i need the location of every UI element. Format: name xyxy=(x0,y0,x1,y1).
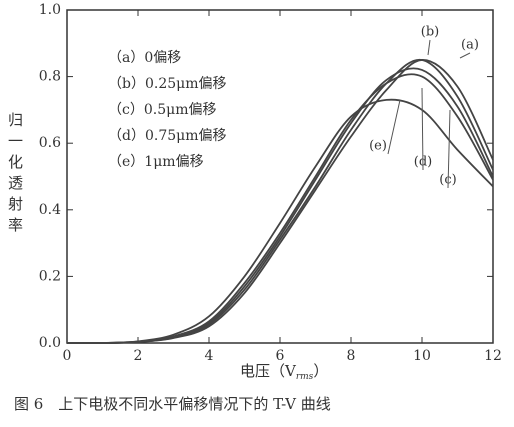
y-tick-label: 0.0 xyxy=(39,335,61,351)
x-tick-label: 10 xyxy=(413,348,431,364)
leader-line xyxy=(447,109,451,189)
y-tick-label: 0.2 xyxy=(39,268,61,284)
curve-label: (b) xyxy=(421,25,439,40)
x-tick-label: 0 xyxy=(63,348,72,364)
y-tick-label: 0.4 xyxy=(39,202,61,218)
y-axis-label: 归一化透射率 xyxy=(6,112,24,238)
leader-line xyxy=(459,52,471,59)
x-label-main: 电压（V xyxy=(240,362,297,380)
caption: 图 6 上下电极不同水平偏移情况下的 T-V 曲线 xyxy=(14,395,331,413)
y-tick-label: 0.8 xyxy=(39,69,61,85)
leader-line xyxy=(427,39,431,56)
y-tick-label: 0.6 xyxy=(39,135,61,151)
legend-entry: （b）0.25μm偏移 xyxy=(108,76,227,92)
x-tick-label: 2 xyxy=(134,348,143,364)
legend-entry: （a）0偏移 xyxy=(108,50,181,66)
x-tick-label: 6 xyxy=(276,348,285,364)
x-tick-label: 4 xyxy=(205,348,214,364)
legend-entry: （c）0.5μm偏移 xyxy=(108,102,216,118)
x-axis-label: 电压（Vrms） xyxy=(240,362,328,382)
curve-label: (a) xyxy=(461,38,479,53)
legend-entry: （d）0.75μm偏移 xyxy=(108,128,227,144)
x-tick-label: 8 xyxy=(347,348,356,364)
x-tick-label: 12 xyxy=(484,348,502,364)
legend-entry: （e）1μm偏移 xyxy=(108,154,204,170)
leader-line xyxy=(387,99,401,155)
x-label-end: ） xyxy=(313,362,328,380)
curve-label: (e) xyxy=(369,139,387,154)
y-tick-label: 1.0 xyxy=(39,2,61,18)
x-label-sub: rms xyxy=(296,372,314,382)
leader-line xyxy=(421,87,424,171)
